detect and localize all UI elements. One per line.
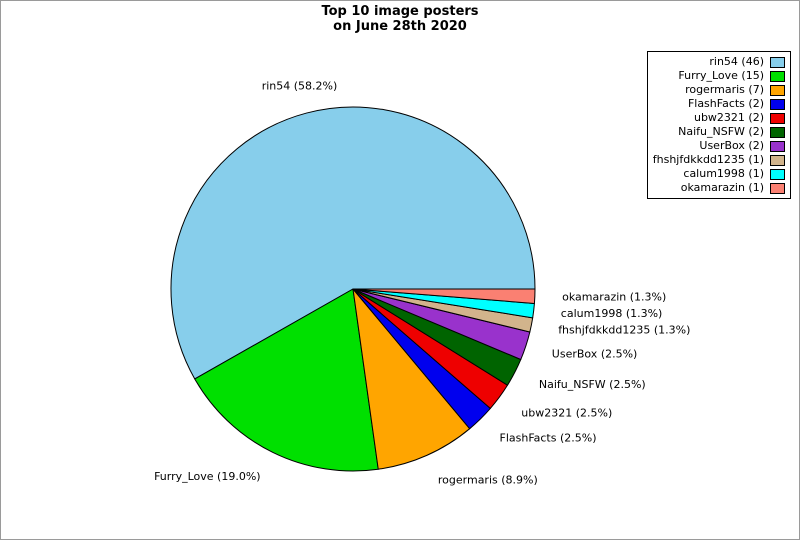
legend-label-calum1998: calum1998 (1) [683,167,764,180]
legend-swatch-Naifu_NSFW [770,126,785,138]
legend-item-FlashFacts: FlashFacts (2) [653,97,785,111]
legend-label-rin54: rin54 (46) [709,55,764,68]
legend-swatch-okamarazin [770,182,785,194]
legend-item-UserBox: UserBox (2) [653,139,785,153]
legend-item-rogermaris: rogermaris (7) [653,83,785,97]
slice-label-Naifu_NSFW: Naifu_NSFW (2.5%) [539,378,646,391]
legend-label-okamarazin: okamarazin (1) [680,181,764,194]
legend-swatch-Furry_Love [770,70,785,82]
legend-item-ubw2321: ubw2321 (2) [653,111,785,125]
chart-title-line2: on June 28th 2020 [333,19,467,34]
slice-label-fhshjfdkkdd1235: fhshjfdkkdd1235 (1.3%) [558,323,690,336]
slice-label-rogermaris: rogermaris (8.9%) [438,473,538,486]
slice-label-calum1998: calum1998 (1.3%) [561,307,663,320]
legend-item-Furry_Love: Furry_Love (15) [653,69,785,83]
legend-swatch-UserBox [770,140,785,152]
legend-label-FlashFacts: FlashFacts (2) [687,97,764,110]
legend-swatch-rin54 [770,56,785,68]
pie-slice-rin54 [170,106,536,380]
slice-label-UserBox: UserBox (2.5%) [552,348,638,361]
chart-title-line1: Top 10 image posters [321,4,479,19]
legend-label-ubw2321: ubw2321 (2) [693,111,764,124]
legend-swatch-calum1998 [770,168,785,180]
legend-label-Naifu_NSFW: Naifu_NSFW (2) [678,125,764,138]
pie-slice-rogermaris [352,288,471,470]
legend-item-Naifu_NSFW: Naifu_NSFW (2) [653,125,785,139]
legend: rin54 (46) Furry_Love (15) rogermaris (7) F… [646,51,791,199]
pie-slice-okamarazin [352,288,536,304]
legend-label-fhshjfdkkdd1235: fhshjfdkkdd1235 (1) [652,153,764,166]
legend-swatch-ubw2321 [770,112,785,124]
legend-label-UserBox: UserBox (2) [699,139,764,152]
pie-slice-Furry_Love [194,288,379,472]
slice-label-Furry_Love: Furry_Love (19.0%) [154,470,261,483]
chart-title: Top 10 image posters on June 28th 2020 [1,4,799,34]
legend-label-rogermaris: rogermaris (7) [685,83,764,96]
legend-item-okamarazin: okamarazin (1) [653,181,785,195]
legend-swatch-fhshjfdkkdd1235 [770,154,785,166]
legend-item-fhshjfdkkdd1235: fhshjfdkkdd1235 (1) [653,153,785,167]
legend-swatch-FlashFacts [770,98,785,110]
slice-label-ubw2321: ubw2321 (2.5%) [521,406,612,419]
slice-label-okamarazin: okamarazin (1.3%) [562,290,666,303]
legend-label-Furry_Love: Furry_Love (15) [678,69,764,82]
legend-item-rin54: rin54 (46) [653,55,785,69]
legend-item-calum1998: calum1998 (1) [653,167,785,181]
slice-label-FlashFacts: FlashFacts (2.5%) [500,432,597,445]
slice-label-rin54: rin54 (58.2%) [262,80,338,93]
legend-swatch-rogermaris [770,84,785,96]
